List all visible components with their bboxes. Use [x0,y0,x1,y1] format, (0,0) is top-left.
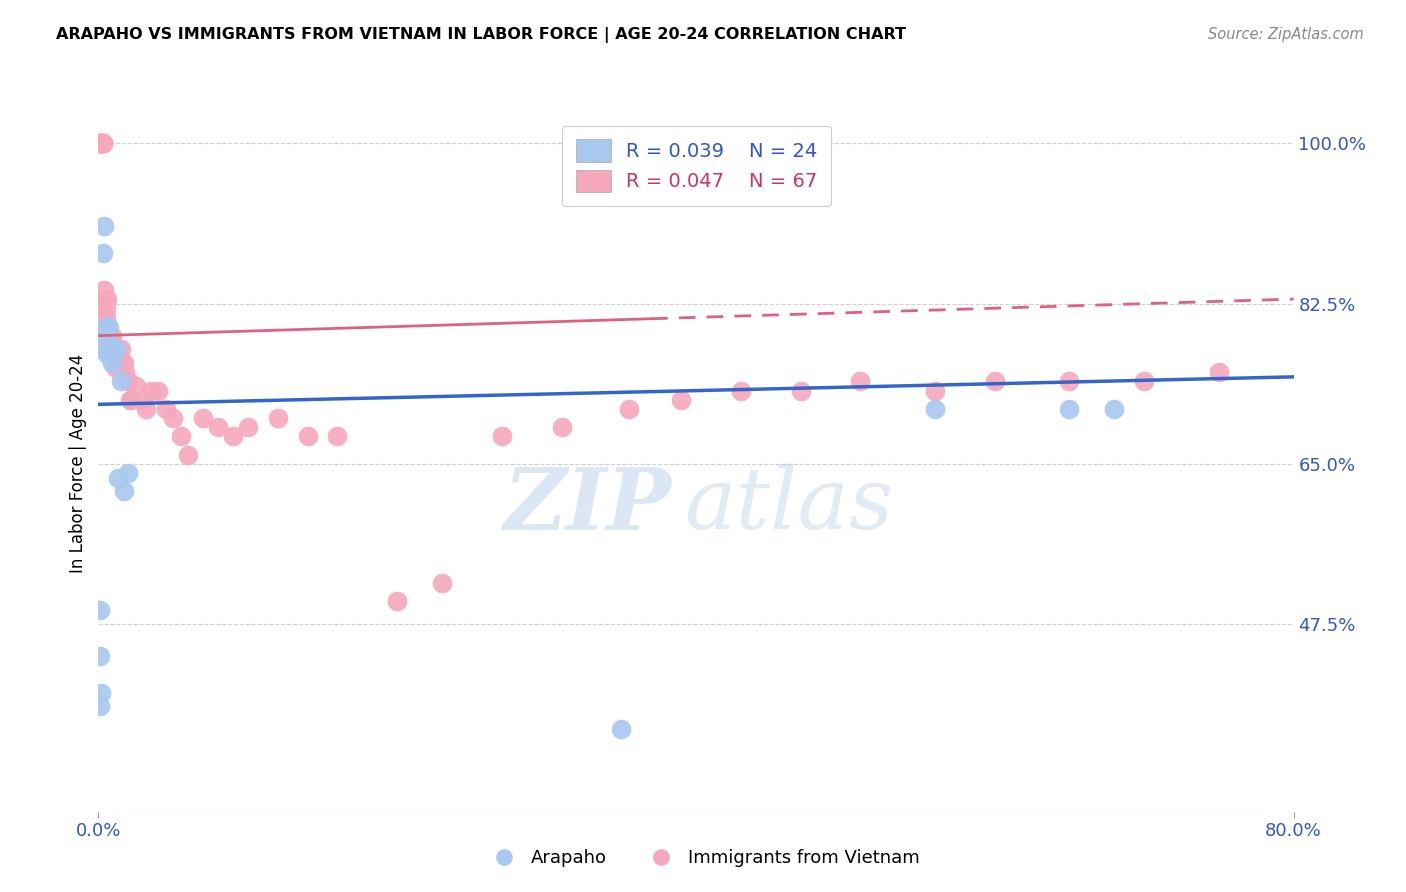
Point [101,356,124,370]
Point [96,347,118,361]
Point [101,338,124,352]
Point [97,328,120,343]
Point [100,347,122,361]
Point [100,338,122,352]
Point [169,429,191,443]
Point [110,343,132,357]
Text: ARAPAHO VS IMMIGRANTS FROM VIETNAM IN LABOR FORCE | AGE 20-24 CORRELATION CHART: ARAPAHO VS IMMIGRANTS FROM VIETNAM IN LA… [56,27,907,43]
Point [107,347,129,361]
Point [385,594,409,608]
Point [114,365,136,379]
Point [112,356,135,370]
Point [94,319,117,334]
Point [93,292,115,306]
Point [90,136,112,151]
Point [326,429,349,443]
Point [103,343,125,357]
Point [112,484,135,499]
Point [139,384,162,398]
Point [924,384,946,398]
Point [90,343,112,357]
Point [89,136,111,151]
Point [94,301,117,316]
Point [89,136,111,151]
Point [108,347,131,361]
Legend: R = 0.039    N = 24, R = 0.047    N = 67: R = 0.039 N = 24, R = 0.047 N = 67 [562,126,831,205]
Point [236,420,259,434]
Point [89,649,111,664]
Point [430,575,453,590]
Point [94,310,117,325]
Point [97,319,120,334]
Point [1104,401,1126,416]
Point [120,392,142,407]
Point [924,401,946,416]
Point [125,379,148,393]
Point [550,420,572,434]
Point [89,136,111,151]
Point [610,723,633,737]
Point [191,411,214,425]
Point [93,283,115,297]
Text: atlas: atlas [685,464,893,547]
Point [93,219,115,233]
Point [91,136,114,151]
Point [617,401,640,416]
Point [103,343,125,357]
Text: Source: ZipAtlas.com: Source: ZipAtlas.com [1208,27,1364,42]
Point [148,384,170,398]
Point [117,466,139,480]
Point [96,328,118,343]
Point [89,699,111,714]
Point [91,136,114,151]
Point [90,136,112,151]
Point [162,411,184,425]
Point [135,401,157,416]
Point [207,420,229,434]
Point [105,360,128,375]
Point [104,343,127,357]
Point [669,392,692,407]
Point [91,246,114,260]
Point [984,375,1007,389]
Point [104,347,127,361]
Point [96,292,118,306]
Point [1133,375,1156,389]
Point [105,343,128,357]
Point [1208,365,1230,379]
Point [105,343,128,357]
Point [297,429,319,443]
Point [1059,401,1081,416]
Y-axis label: In Labor Force | Age 20-24: In Labor Force | Age 20-24 [69,354,87,574]
Point [789,384,811,398]
Point [267,411,290,425]
Point [89,603,111,617]
Point [110,375,132,389]
Point [177,448,200,462]
Point [118,392,141,407]
Point [111,356,134,370]
Point [90,136,112,151]
Point [97,328,120,343]
Point [91,136,114,151]
Text: ZIP: ZIP [505,464,672,548]
Point [730,384,752,398]
Point [155,401,177,416]
Point [101,328,124,343]
Point [491,429,513,443]
Point [849,375,872,389]
Point [104,356,127,370]
Point [94,319,117,334]
Point [100,338,122,352]
Point [103,343,125,357]
Point [90,686,112,700]
Point [96,328,118,343]
Point [222,429,245,443]
Point [107,470,129,484]
Point [1059,375,1081,389]
Legend: Arapaho, Immigrants from Vietnam: Arapaho, Immigrants from Vietnam [478,842,928,874]
Point [117,375,139,389]
Point [132,392,155,407]
